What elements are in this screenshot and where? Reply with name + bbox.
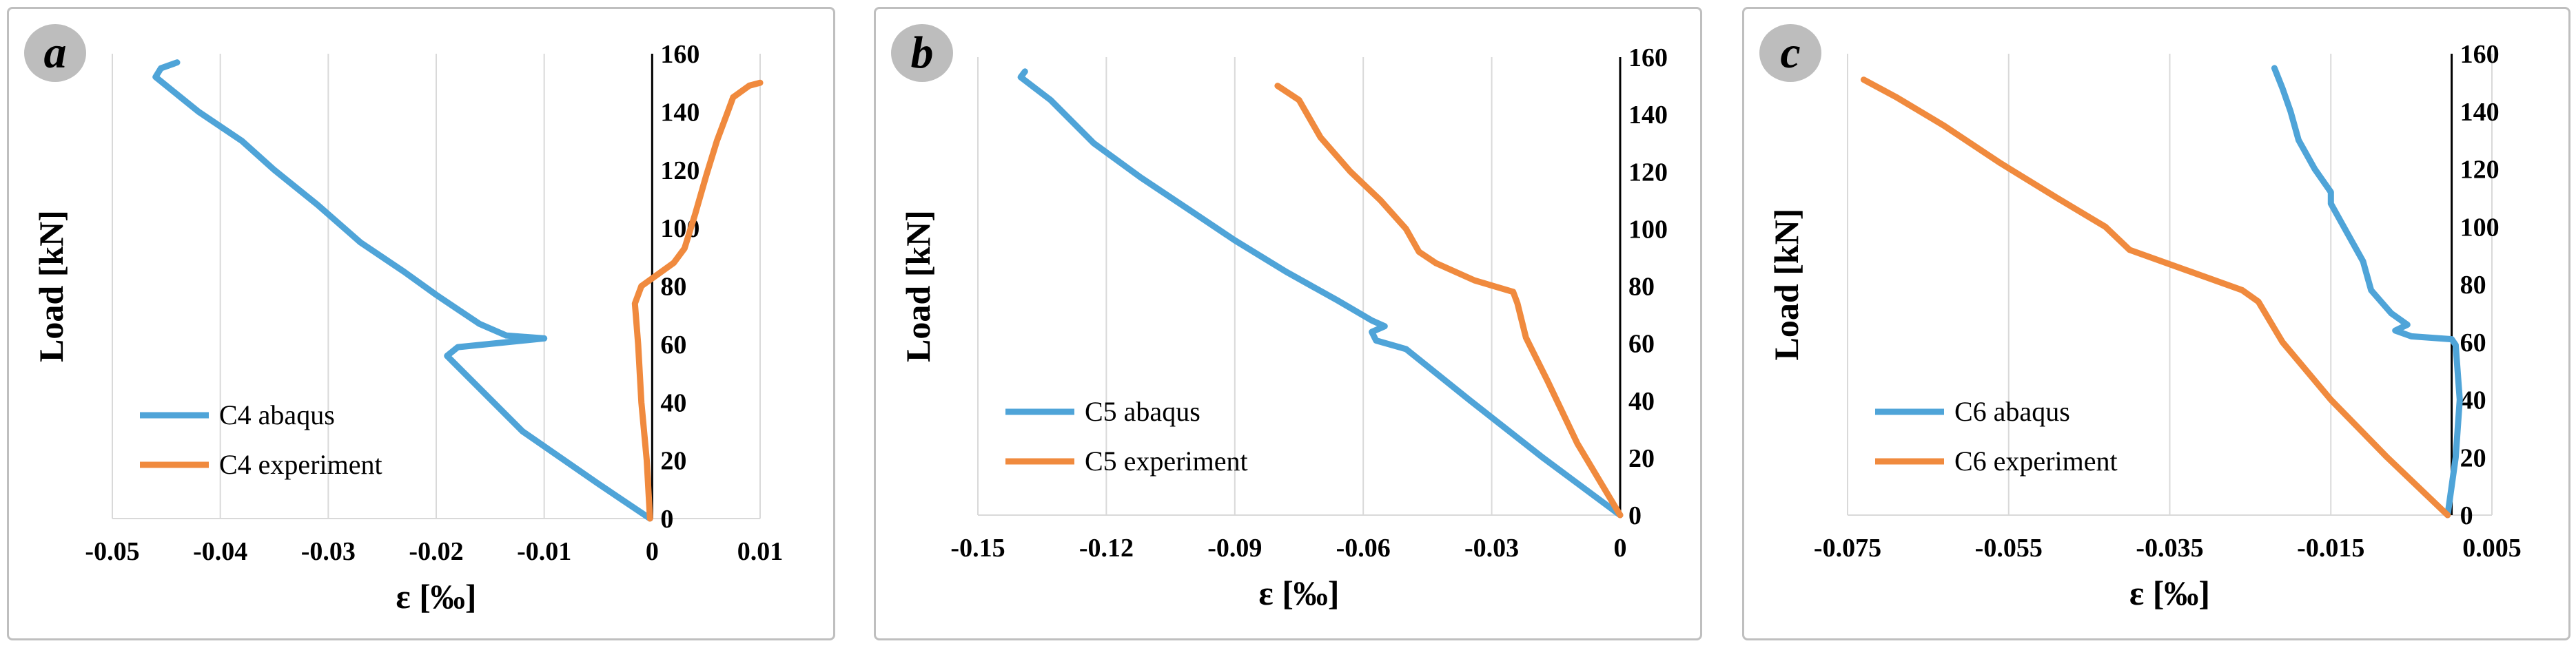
y-tick-label: 120: [660, 156, 699, 185]
y-tick-label: 80: [1628, 273, 1655, 302]
y-tick-label: 80: [2460, 271, 2486, 300]
y-tick-label: 160: [1628, 43, 1668, 72]
x-tick-label: -0.15: [950, 534, 1005, 563]
x-tick-label: -0.055: [1975, 534, 2043, 563]
legend-label-experiment: C6 experiment: [1954, 446, 2118, 477]
chart-panel-c: 0 20 40 60 80 100 120 140 160 -0.075 -0.055 -0.035 -…: [1742, 7, 2570, 640]
y-tick-label: 0: [660, 505, 673, 534]
panel-label-c: c: [1759, 24, 1821, 82]
x-tick-label: 0: [646, 537, 659, 566]
y-tick-label: 140: [2460, 98, 2500, 127]
y-tick-label: 0: [1628, 501, 1642, 530]
chart-c: 0 20 40 60 80 100 120 140 160 -0.075 -0.055 -0.035 -…: [1767, 40, 2522, 612]
x-tick-label: -0.02: [409, 537, 463, 566]
legend-label-abaqus: C5 abaqus: [1085, 396, 1200, 427]
x-axis-title: ε [‰]: [1258, 574, 1339, 612]
x-tick-label: -0.12: [1079, 534, 1134, 563]
y-tick-label: 160: [2460, 40, 2500, 69]
y-tick-label: 100: [2460, 213, 2500, 242]
x-tick-label: -0.01: [517, 537, 571, 566]
series-line-experiment: [631, 79, 764, 522]
x-tick-label: 0: [1614, 534, 1627, 563]
x-axis-title: ε [‰]: [396, 577, 476, 616]
y-tick-label: 0: [2460, 501, 2473, 530]
x-tick-label: -0.03: [1464, 534, 1519, 563]
y-tick-label: 20: [2460, 443, 2486, 472]
y-tick-label: 80: [660, 273, 686, 302]
chart-panel-a: 0 20 40 60 80 100 120 140 160 -0.05 -0.04 -0.03 -0.0…: [7, 7, 835, 640]
x-tick-label: -0.04: [193, 537, 247, 566]
y-tick-label: 140: [1628, 101, 1668, 129]
y-tick-label: 100: [1628, 215, 1668, 244]
y-tick-label: 60: [2460, 328, 2486, 357]
y-axis-title: Load [kN]: [1767, 209, 1806, 361]
chart-b: 0 20 40 60 80 100 120 140 160 -0.15 -0.12 -0.09 -0.0…: [899, 43, 1668, 612]
x-axis-title: ε [‰]: [2129, 574, 2210, 612]
y-axis-title: Load [kN]: [32, 210, 70, 362]
x-tick-label: -0.035: [2136, 534, 2203, 563]
y-tick-label: 140: [660, 98, 699, 127]
y-tick-label: 20: [660, 447, 686, 476]
y-tick-label: 20: [1628, 444, 1655, 473]
y-tick-label: 40: [2460, 386, 2486, 415]
y-tick-label: 40: [1628, 387, 1655, 416]
series-line-experiment: [1860, 76, 2451, 519]
x-tick-label: -0.05: [85, 537, 139, 566]
y-axis-title: Load [kN]: [899, 210, 937, 362]
y-tick-label: 120: [2460, 156, 2500, 185]
y-tick-label: 60: [660, 331, 686, 359]
x-tick-label: -0.03: [301, 537, 356, 566]
x-tick-label: -0.06: [1336, 534, 1391, 563]
series-line-abaqus: [2271, 65, 2463, 519]
x-tick-label: 0.005: [2462, 534, 2522, 563]
series-line-abaqus: [152, 59, 653, 522]
legend-label-experiment: C4 experiment: [219, 449, 382, 480]
y-tick-label: 120: [1628, 158, 1668, 187]
chart-panel-b: 0 20 40 60 80 100 120 140 160 -0.15 -0.12 -0.09 -0.0…: [874, 7, 1702, 640]
y-tick-label: 40: [660, 388, 686, 417]
y-tick-label: 60: [1628, 330, 1655, 359]
x-tick-label: -0.015: [2297, 534, 2364, 563]
series-line-abaqus: [1017, 68, 1624, 519]
panel-label-b: b: [891, 24, 953, 82]
y-tick-label: 160: [660, 40, 699, 69]
panel-label-a: a: [24, 24, 86, 82]
x-tick-label: 0.01: [737, 537, 784, 566]
legend-label-abaqus: C4 abaqus: [219, 399, 335, 430]
legend-label-experiment: C5 experiment: [1085, 446, 1248, 477]
x-tick-label: -0.075: [1814, 534, 1881, 563]
x-tick-label: -0.09: [1207, 534, 1262, 563]
legend-label-abaqus: C6 abaqus: [1954, 396, 2070, 427]
series-line-experiment: [1274, 83, 1624, 519]
